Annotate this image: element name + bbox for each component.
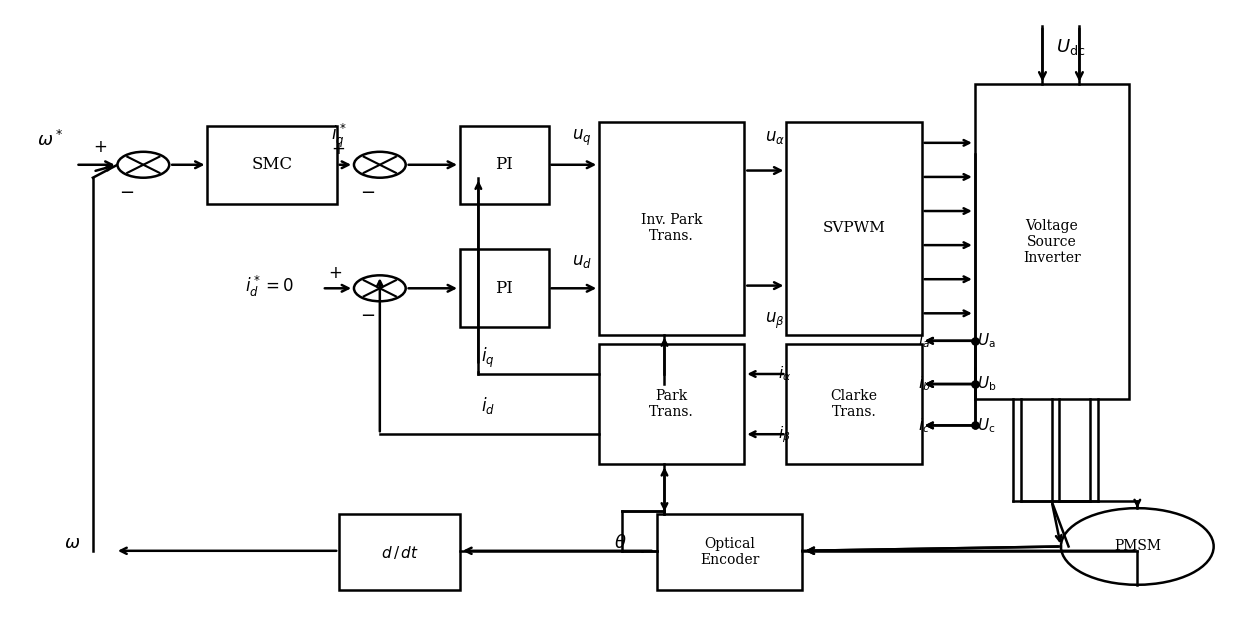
Text: $+$: $+$	[329, 265, 342, 282]
FancyBboxPatch shape	[460, 249, 548, 327]
Circle shape	[118, 151, 169, 178]
FancyBboxPatch shape	[786, 344, 921, 464]
Text: $i_b$: $i_b$	[918, 375, 930, 393]
Circle shape	[353, 275, 405, 301]
Text: $i_c$: $i_c$	[919, 416, 930, 435]
Text: SMC: SMC	[252, 156, 293, 173]
Text: SVPWM: SVPWM	[822, 221, 885, 235]
Text: PI: PI	[495, 156, 513, 173]
Text: $U_{\rm c}$: $U_{\rm c}$	[977, 416, 996, 435]
Text: $i_\alpha$: $i_\alpha$	[777, 364, 791, 383]
Text: $-$: $-$	[119, 182, 134, 200]
Text: $i_a$: $i_a$	[919, 331, 930, 350]
Text: Inv. Park
Trans.: Inv. Park Trans.	[641, 213, 703, 243]
Text: $-$: $-$	[360, 182, 374, 200]
Text: Voltage
Source
Inverter: Voltage Source Inverter	[1023, 218, 1080, 265]
Text: $u_\beta$: $u_\beta$	[765, 310, 785, 331]
FancyBboxPatch shape	[207, 126, 337, 203]
Text: $u_q$: $u_q$	[572, 128, 591, 148]
Text: Clarke
Trans.: Clarke Trans.	[831, 389, 878, 419]
Text: $\omega^*$: $\omega^*$	[37, 130, 63, 150]
FancyBboxPatch shape	[975, 85, 1128, 399]
Circle shape	[1061, 508, 1214, 585]
Text: $U_{\rm a}$: $U_{\rm a}$	[977, 331, 996, 350]
Text: PMSM: PMSM	[1114, 540, 1161, 553]
Text: $+$: $+$	[93, 139, 108, 156]
FancyBboxPatch shape	[657, 515, 802, 590]
Text: $\omega$: $\omega$	[63, 535, 81, 552]
Text: Park
Trans.: Park Trans.	[650, 389, 694, 419]
FancyBboxPatch shape	[599, 121, 744, 335]
Text: PI: PI	[495, 280, 513, 297]
FancyBboxPatch shape	[340, 515, 460, 590]
FancyBboxPatch shape	[786, 121, 921, 335]
Text: $u_d$: $u_d$	[572, 253, 591, 270]
FancyBboxPatch shape	[460, 126, 548, 203]
Text: $U_{\rm b}$: $U_{\rm b}$	[977, 375, 997, 393]
Text: $-$: $-$	[360, 305, 374, 323]
Text: $i_q^*$: $i_q^*$	[331, 122, 347, 150]
Text: $U_{\rm dc}$: $U_{\rm dc}$	[1056, 38, 1085, 58]
Text: $d\,/\,dt$: $d\,/\,dt$	[381, 543, 418, 560]
Circle shape	[353, 151, 405, 178]
Text: $\theta$: $\theta$	[614, 535, 626, 552]
FancyBboxPatch shape	[599, 344, 744, 464]
Text: $i_q$: $i_q$	[481, 346, 495, 370]
Text: $i_\beta$: $i_\beta$	[777, 424, 790, 444]
Text: $i_d^*=0$: $i_d^*=0$	[244, 274, 294, 299]
Text: Optical
Encoder: Optical Encoder	[699, 537, 759, 567]
Text: $+$: $+$	[331, 141, 345, 158]
Text: $i_d$: $i_d$	[481, 395, 495, 416]
Text: $u_\alpha$: $u_\alpha$	[765, 129, 785, 146]
